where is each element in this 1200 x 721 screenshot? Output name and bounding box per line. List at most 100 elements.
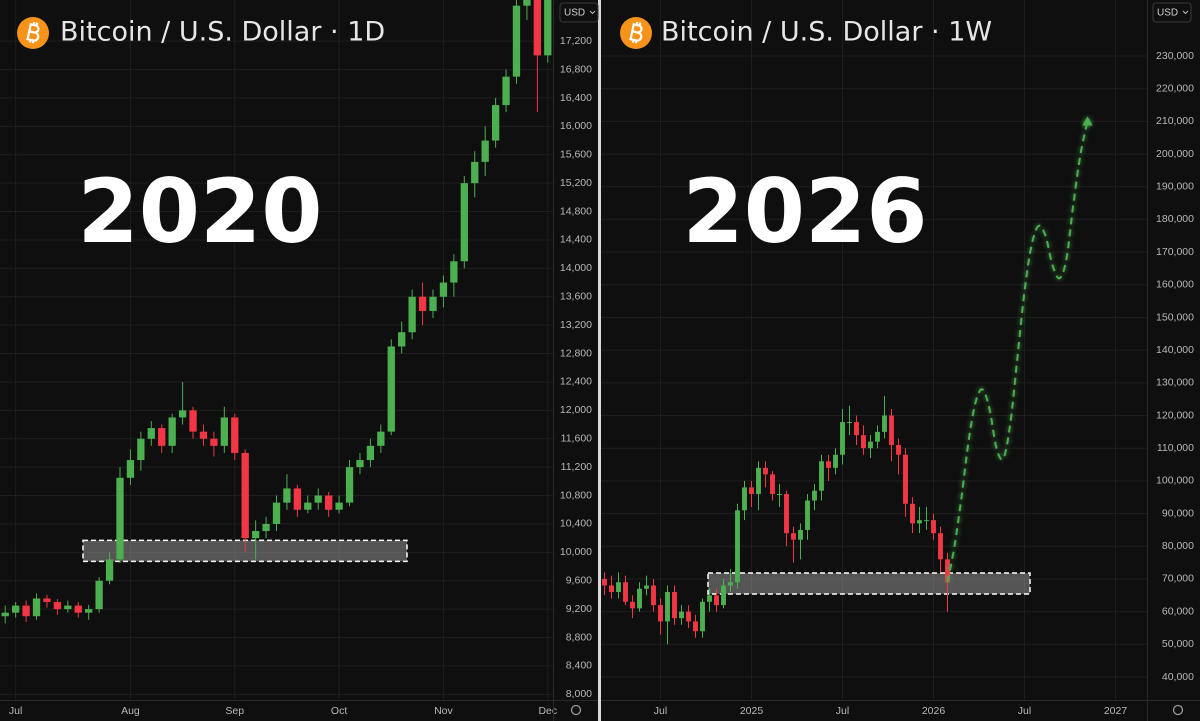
candle-body xyxy=(481,140,489,162)
y-tick-label: 120,000 xyxy=(1156,409,1194,421)
y-tick-label: 140,000 xyxy=(1156,344,1194,356)
candle-body xyxy=(700,601,705,632)
candle-body xyxy=(377,431,385,446)
candle-body xyxy=(314,495,322,503)
y-tick-label: 14,400 xyxy=(560,234,592,246)
y-tick-label: 50,000 xyxy=(1162,638,1194,650)
candle-body xyxy=(533,0,542,56)
candle-body xyxy=(429,296,437,311)
candle-body xyxy=(11,605,20,613)
candle-body xyxy=(735,510,740,583)
x-tick-label: Oct xyxy=(331,705,347,717)
y-tick-label: 8,800 xyxy=(566,631,592,643)
candle-body xyxy=(32,598,41,617)
currency-selector[interactable] xyxy=(559,2,599,23)
candle-body xyxy=(158,428,166,446)
y-tick-label: 60,000 xyxy=(1162,605,1194,617)
candle-body xyxy=(147,428,155,439)
candle-body xyxy=(875,431,880,442)
candle-body xyxy=(387,346,395,432)
candle-body xyxy=(262,523,270,532)
overlay-year: 2026 xyxy=(683,160,928,263)
candle-body xyxy=(868,441,873,449)
y-tick-label: 11,600 xyxy=(561,433,592,445)
y-tick-label: 8,000 xyxy=(566,688,592,700)
candle-body xyxy=(637,588,642,609)
candle-body xyxy=(272,502,281,524)
candle-body xyxy=(523,0,531,6)
x-tick-label: Jul xyxy=(9,705,22,717)
candle-body xyxy=(945,559,950,583)
y-tick-label: 220,000 xyxy=(1156,82,1194,94)
bitcoin-logo-mark xyxy=(26,21,40,44)
candle-body xyxy=(22,605,30,617)
y-tick-label: 12,000 xyxy=(560,404,592,416)
x-tick-label: Jul xyxy=(836,705,849,717)
candle-body xyxy=(917,520,922,524)
candle-body xyxy=(707,595,712,602)
candle-body xyxy=(903,454,908,504)
candle-body xyxy=(450,261,458,283)
settings-icon[interactable] xyxy=(1172,704,1184,716)
y-tick-label: 170,000 xyxy=(1156,246,1194,258)
candle-body xyxy=(847,422,852,424)
candle-body xyxy=(408,296,416,333)
candle-body xyxy=(74,605,82,613)
y-tick-label: 70,000 xyxy=(1162,573,1194,585)
chart-title: Bitcoin / U.S. Dollar · 1W xyxy=(661,17,992,48)
x-tick-label: 2027 xyxy=(1104,705,1128,717)
candle-body xyxy=(283,488,291,503)
candle-body xyxy=(623,582,628,602)
projection-arrowhead xyxy=(1082,116,1093,126)
y-tick-label: 13,200 xyxy=(560,319,592,331)
y-tick-label: 12,800 xyxy=(560,347,592,359)
candle-body xyxy=(293,488,302,510)
x-tick-label: 2026 xyxy=(922,705,946,717)
y-tick-label: 130,000 xyxy=(1156,377,1194,389)
y-tick-label: 14,000 xyxy=(560,262,592,274)
y-tick-label: 80,000 xyxy=(1162,540,1194,552)
candle-body xyxy=(460,183,468,262)
currency-chevron xyxy=(589,10,596,15)
currency-selector[interactable] xyxy=(1152,2,1192,23)
x-tick-label: 2025 xyxy=(740,705,764,717)
settings-icon[interactable] xyxy=(570,704,582,716)
chart-title: Bitcoin / U.S. Dollar · 1D xyxy=(60,17,385,48)
plot-area xyxy=(602,116,1093,645)
y-tick-label: 9,600 xyxy=(566,575,592,587)
candle-body xyxy=(644,585,649,589)
y-tick-label: 160,000 xyxy=(1156,279,1194,291)
candle-body xyxy=(199,431,208,439)
y-tick-label: 16,800 xyxy=(560,63,592,75)
y-tick-label: 16,000 xyxy=(560,120,592,132)
bitcoin-logo-mark xyxy=(629,21,643,44)
y-tick-label: 150,000 xyxy=(1156,311,1194,323)
candle-body xyxy=(770,474,775,494)
candle-body xyxy=(826,461,831,468)
candle-body xyxy=(658,605,663,622)
panel-divider xyxy=(598,0,601,721)
candle-body xyxy=(502,76,510,106)
candle-body xyxy=(833,454,838,468)
candle-body xyxy=(721,585,726,606)
candle-body xyxy=(220,417,228,446)
candle-body xyxy=(64,605,72,610)
x-tick-label: Sep xyxy=(225,705,244,717)
x-tick-label: Nov xyxy=(434,705,453,717)
plot-area xyxy=(1,0,552,624)
y-tick-label: 12,400 xyxy=(560,376,592,388)
candle-body xyxy=(251,531,260,539)
y-tick-label: 180,000 xyxy=(1156,213,1194,225)
y-tick-label: 190,000 xyxy=(1156,181,1194,193)
y-tick-label: 15,600 xyxy=(560,149,592,161)
candle-body xyxy=(784,493,789,534)
y-tick-label: 230,000 xyxy=(1156,50,1194,62)
y-tick-label: 200,000 xyxy=(1156,148,1194,160)
y-tick-label: 17,200 xyxy=(560,35,592,47)
candle-body xyxy=(910,503,915,524)
y-tick-label: 10,400 xyxy=(560,518,592,530)
x-tick-label: Dec xyxy=(538,705,557,717)
candle-body xyxy=(798,529,803,540)
candle-body xyxy=(116,477,124,560)
